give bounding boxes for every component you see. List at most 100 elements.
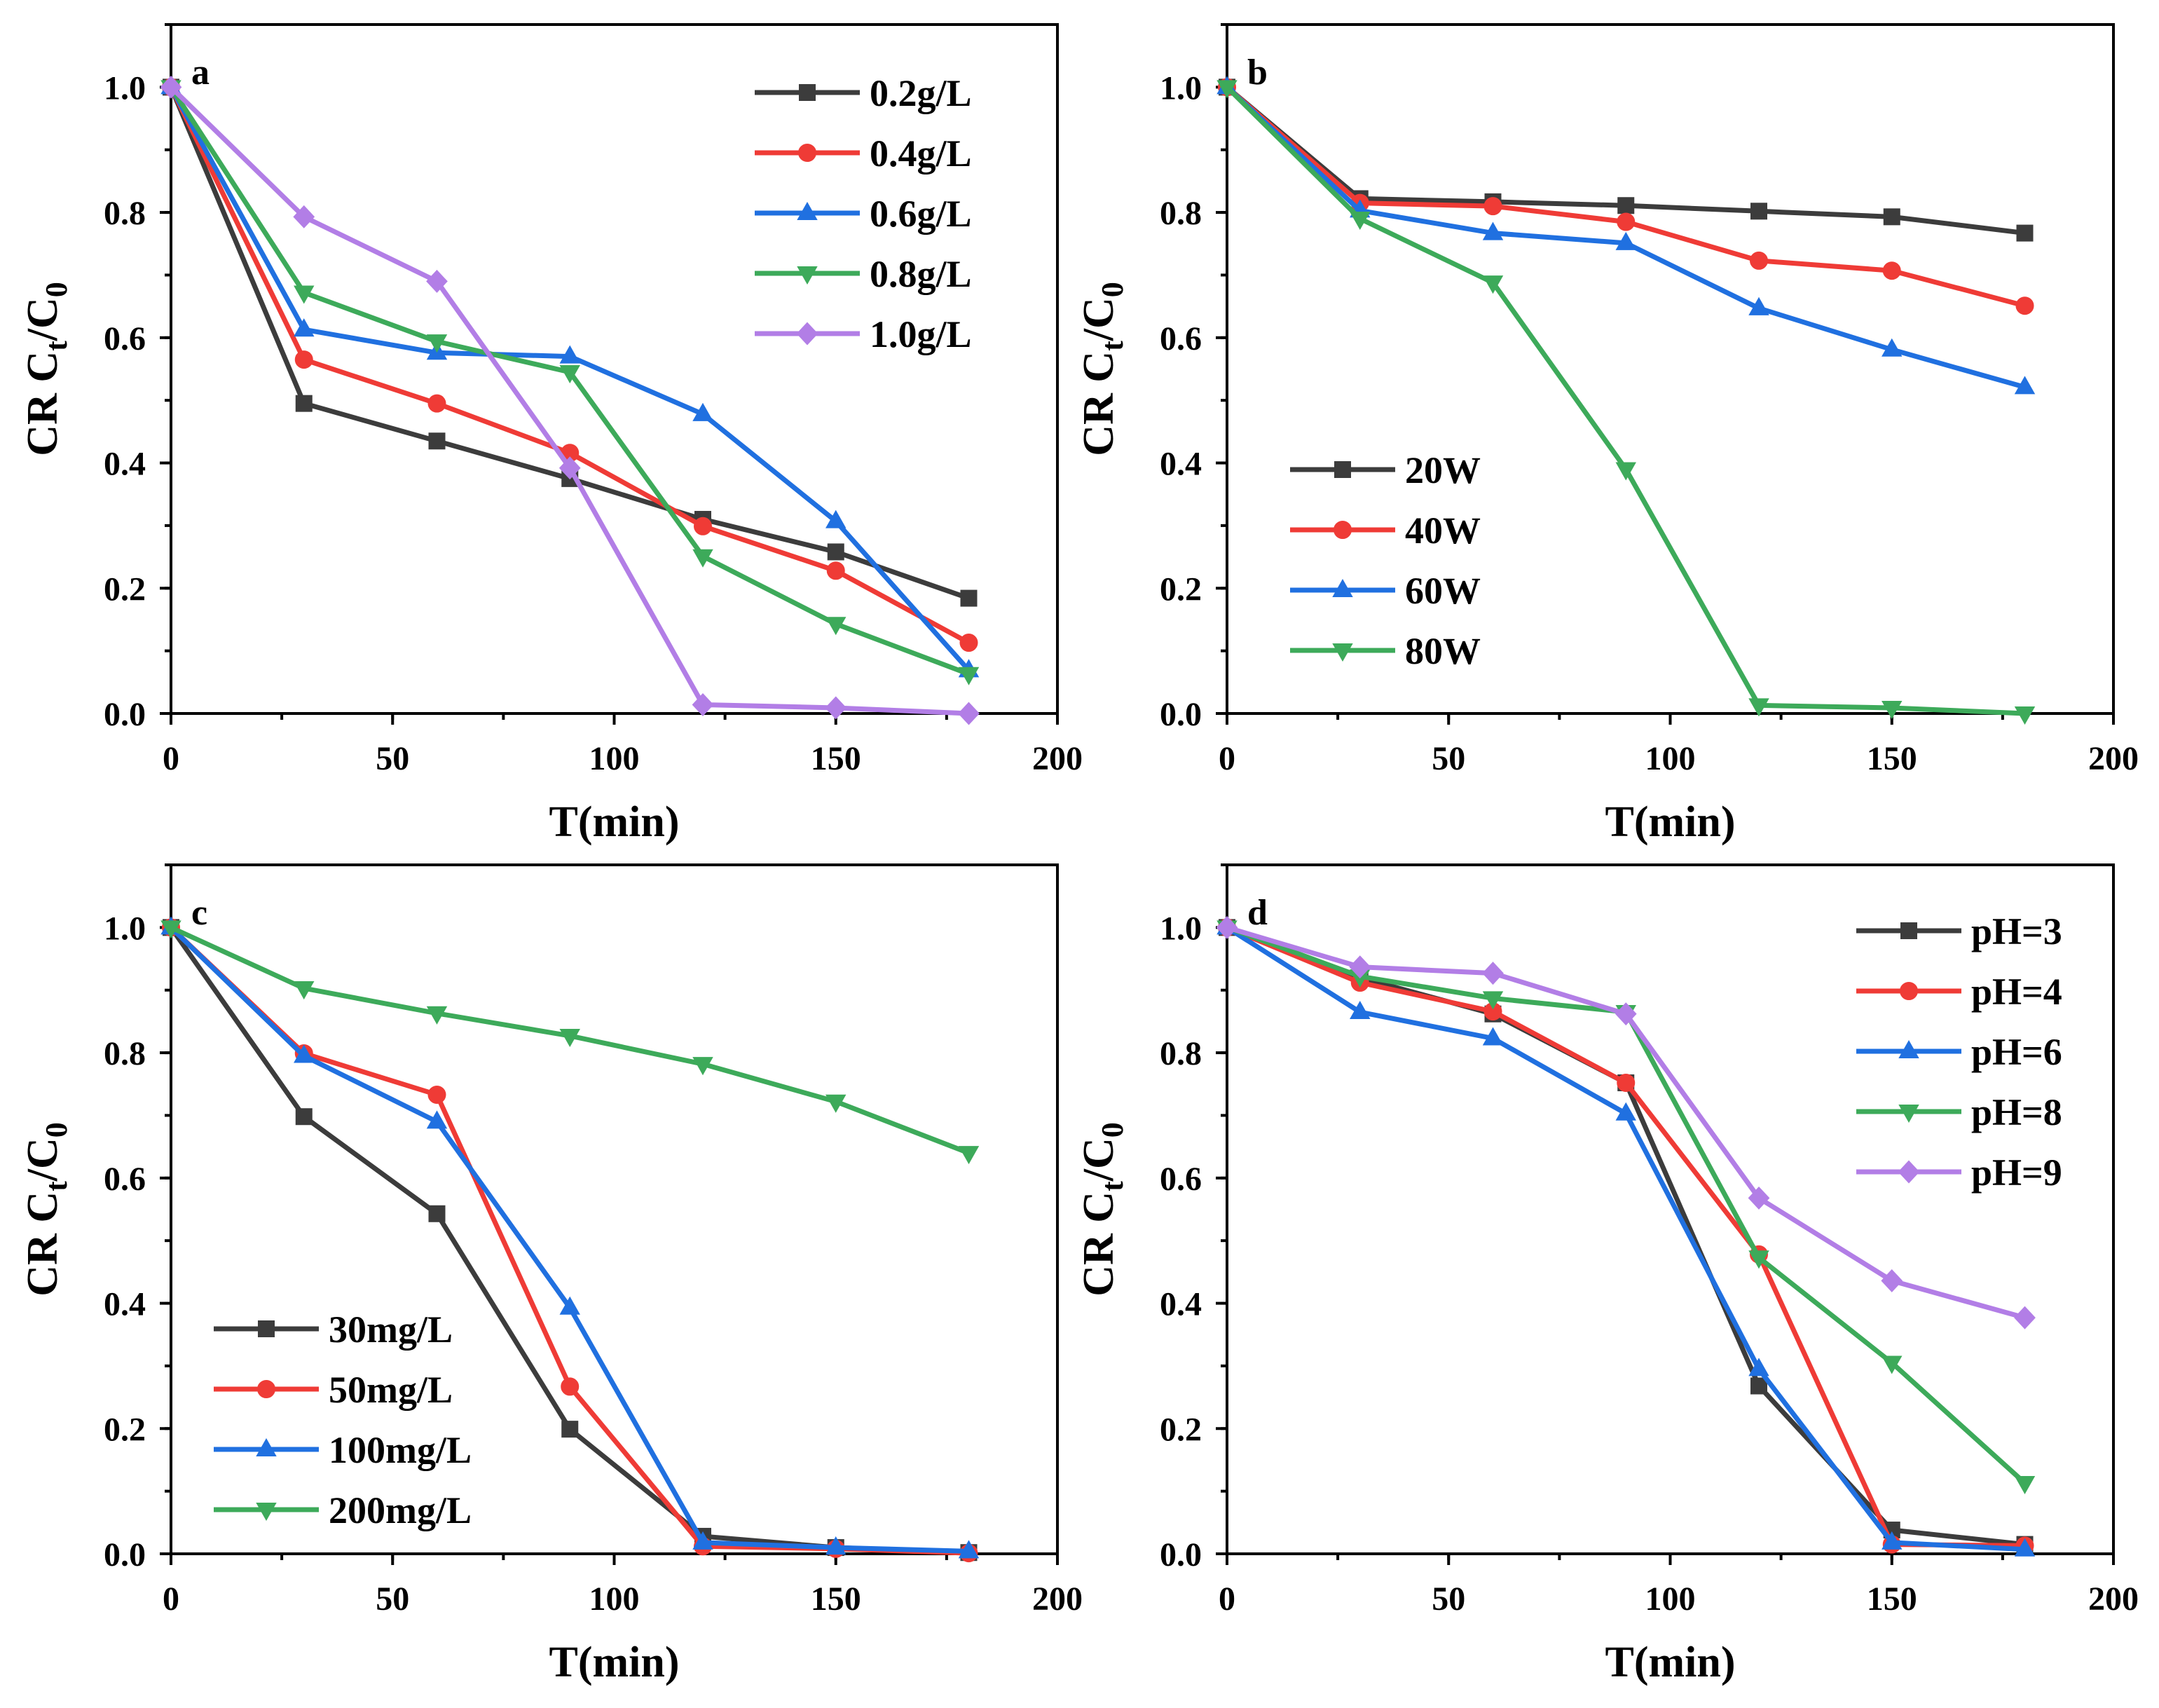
plot-frame: [170, 23, 1059, 715]
legend-marker: [1332, 643, 1353, 662]
data-point: [426, 269, 448, 293]
legend-item: 100mg/L: [214, 1429, 472, 1471]
data-point: [825, 510, 847, 528]
data-point: [1350, 1000, 1371, 1020]
legend-label: 100mg/L: [329, 1429, 472, 1471]
series-line: [168, 84, 971, 601]
legend: pH=3 pH=4 pH=6 pH=8 pH=9: [1856, 910, 2062, 1194]
y-axis-label-middle: /C: [19, 1137, 67, 1182]
data-point: [692, 402, 713, 421]
data-point: [959, 634, 978, 653]
panel-d: 0 50 100 150 200 0.0 0.2 0.4 0.6 0.8 1.0 T(min) CR C…: [1075, 863, 2139, 1686]
legend-item: 0.6g/L: [755, 193, 972, 235]
y-axis-label-sub1: t: [39, 341, 74, 351]
y-axis-label-prefix: CR C: [19, 1191, 67, 1297]
y-axis-label-prefix: CR C: [19, 351, 67, 456]
legend-label: 200mg/L: [329, 1489, 472, 1531]
y-axis-label-sub1: t: [1095, 341, 1130, 351]
data-point: [1748, 1250, 1769, 1269]
x-tick-label: 150: [1867, 1580, 1917, 1618]
x-tick-label: 200: [2088, 740, 2139, 777]
panel-b: 0 50 100 150 200 0.0 0.2 0.4 0.6 0.8 1.0 T(min) CR C…: [1075, 23, 2139, 846]
data-point: [1750, 203, 1767, 220]
data-point: [427, 394, 446, 413]
y-tick-label: 0.4: [104, 446, 146, 483]
panel-a: 0 50 100 150 200 0.0 0.2 0.4 0.6 0.8 1.0 T(min) CR C…: [19, 23, 1083, 846]
data-point: [958, 702, 980, 725]
legend-marker: [796, 322, 818, 346]
y-axis-label-sub1: t: [39, 1181, 74, 1191]
data-point: [160, 75, 182, 99]
data-point: [294, 1044, 315, 1063]
series-line: [168, 924, 971, 1555]
legend-marker: [1898, 1105, 1919, 1123]
x-tick-label: 200: [1032, 1580, 1083, 1618]
data-point: [2014, 706, 2036, 725]
legend-item: 50mg/L: [214, 1369, 453, 1411]
data-point: [559, 1028, 580, 1047]
data-point: [827, 543, 844, 561]
y-axis-label-middle: /C: [19, 297, 67, 341]
x-tick-label: 150: [811, 740, 861, 777]
data-point: [2014, 1476, 2036, 1495]
legend-marker: [797, 201, 818, 220]
panel-letter: a: [191, 53, 210, 93]
data-point: [1881, 1269, 1903, 1292]
x-tick-label: 0: [163, 1580, 179, 1618]
data-point: [295, 395, 313, 412]
data-point: [1482, 991, 1504, 1010]
y-tick-label: 0.2: [104, 571, 146, 608]
series-b-2: [1216, 76, 2036, 395]
legend-label: 50mg/L: [329, 1369, 453, 1411]
legend-label: pH=8: [1971, 1091, 2062, 1133]
legend: 30mg/L 50mg/L 100mg/L 200mg/L: [214, 1309, 472, 1531]
y-tick-label: 1.0: [104, 69, 146, 107]
y-tick-label: 1.0: [104, 910, 146, 947]
legend-marker: [1900, 922, 1917, 939]
legend-label: 0.2g/L: [870, 72, 972, 114]
data-point: [692, 549, 713, 568]
data-point: [428, 1205, 446, 1222]
y-axis-label: CR Ct/C0: [19, 1122, 74, 1296]
legend-item: 200mg/L: [214, 1489, 472, 1531]
data-point: [1748, 1186, 1770, 1210]
y-axis-label-sub1: t: [1095, 1181, 1130, 1191]
data-point: [692, 1531, 713, 1550]
data-point: [958, 667, 980, 685]
legend-label: pH=3: [1971, 910, 2062, 952]
data-point: [960, 589, 978, 607]
legend-label: pH=9: [1971, 1152, 2062, 1194]
data-point: [1482, 962, 1504, 985]
panel-letter: d: [1247, 893, 1268, 933]
data-point: [1482, 221, 1504, 240]
legend-marker: [1898, 1160, 1920, 1184]
legend-marker: [258, 1320, 275, 1337]
legend-item: 1.0g/L: [755, 313, 972, 355]
data-point: [160, 920, 181, 939]
legend-label: 30mg/L: [329, 1309, 453, 1351]
y-tick-label: 0.2: [1160, 1411, 1202, 1448]
legend-item: 30mg/L: [214, 1309, 453, 1351]
data-point: [1483, 197, 1502, 216]
y-axis-label-sub2: 0: [39, 282, 74, 297]
legend-label: 60W: [1405, 570, 1481, 612]
y-tick-label: 0.6: [1160, 320, 1202, 357]
series-a-0: [163, 78, 978, 607]
series-line: [168, 84, 971, 645]
data-point: [1617, 1073, 1636, 1092]
legend-item: 80W: [1290, 630, 1481, 672]
y-tick-label: 0.4: [1160, 446, 1202, 483]
legend-label: 0.4g/L: [870, 132, 972, 175]
data-point: [2014, 1538, 2036, 1557]
y-tick-label: 0.8: [104, 195, 146, 232]
data-point: [1750, 251, 1768, 270]
legend-label: 20W: [1405, 449, 1481, 491]
y-axis-label-prefix: CR C: [1075, 1191, 1123, 1297]
data-point: [825, 617, 847, 636]
data-point: [1615, 231, 1636, 250]
data-point: [1882, 1355, 1903, 1374]
x-tick-label: 0: [1219, 1580, 1235, 1618]
data-point: [1748, 1358, 1769, 1376]
data-point: [426, 1006, 448, 1025]
